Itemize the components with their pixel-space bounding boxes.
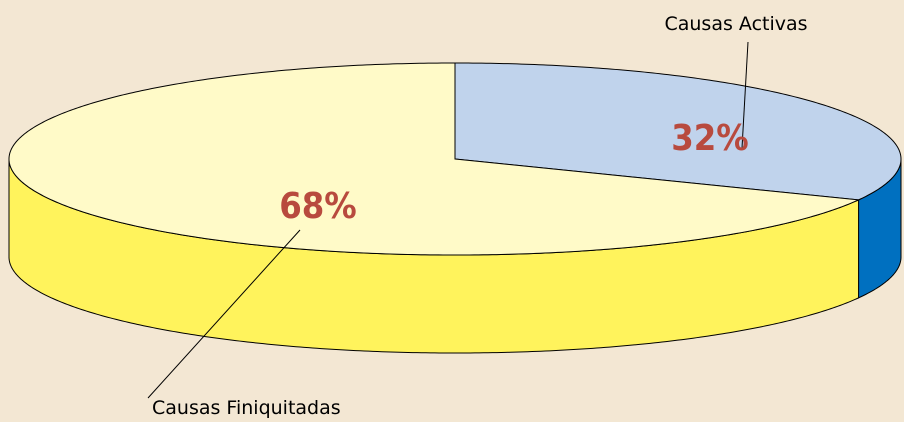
leader-line: [147, 229, 301, 399]
category-label: Causas Finiquitadas: [152, 397, 341, 419]
pie-slice: [454, 62, 902, 201]
pie: [8, 62, 902, 354]
leader-line: [741, 41, 749, 149]
data-label: 32%: [671, 118, 749, 159]
category-label: Causas Activas: [664, 13, 807, 35]
data-label: 68%: [279, 186, 357, 227]
pie-slice: [8, 62, 861, 256]
